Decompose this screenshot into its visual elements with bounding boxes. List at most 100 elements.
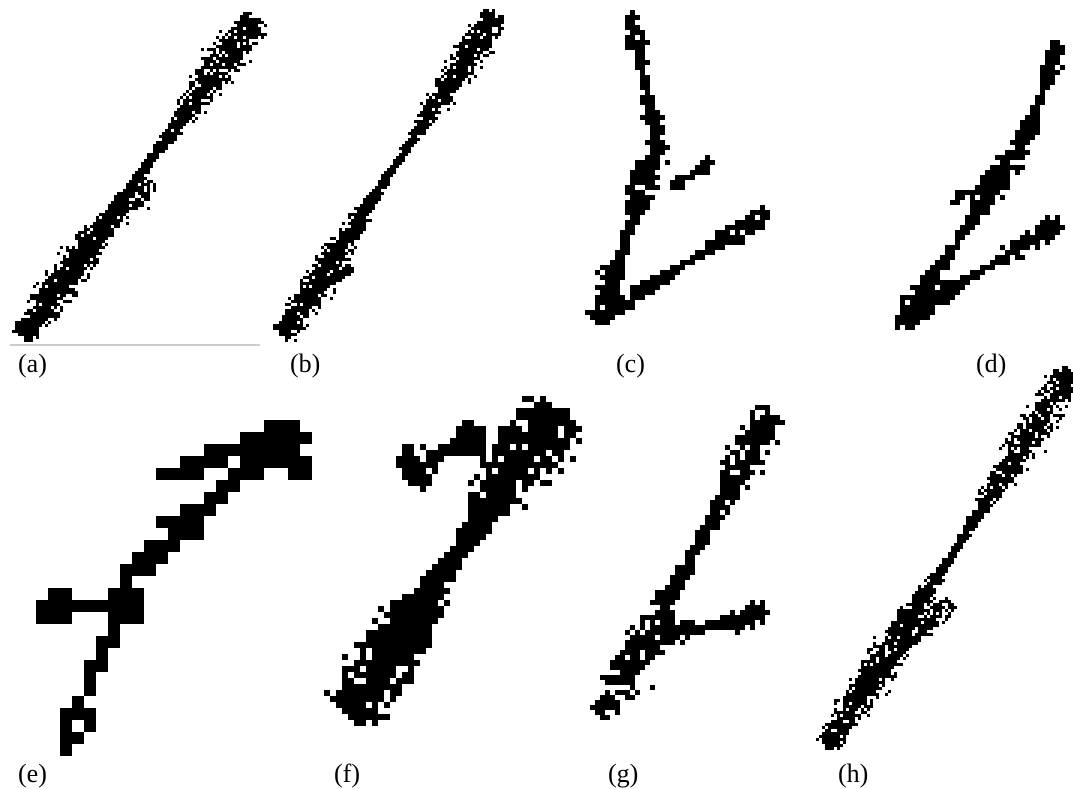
pixel (42, 294, 45, 297)
pixel (60, 267, 63, 270)
pixel (282, 321, 285, 324)
pixel (213, 48, 216, 51)
pixel (84, 249, 87, 252)
pixel (444, 90, 447, 93)
pixel (414, 135, 417, 138)
pixel (177, 114, 180, 117)
pixel (57, 279, 60, 282)
pixel (429, 111, 432, 114)
pixel (351, 222, 354, 225)
pixel (480, 33, 483, 36)
pixel (39, 309, 42, 312)
pixel (228, 63, 231, 66)
pixel (126, 198, 129, 201)
pixel (228, 75, 231, 78)
pixel (333, 270, 336, 273)
pixel (315, 255, 318, 258)
pixel (255, 42, 258, 45)
pixel (625, 40, 630, 45)
pixel (159, 141, 162, 144)
pixel (87, 243, 90, 246)
pixel (450, 99, 453, 102)
pixel (99, 234, 102, 237)
pixel (168, 129, 171, 132)
pixel (405, 147, 408, 150)
pixel (372, 195, 375, 198)
pixel (15, 321, 18, 324)
pixel (396, 162, 399, 165)
pixel (318, 300, 321, 303)
pixel (300, 327, 303, 330)
pixel (366, 195, 369, 198)
pixel (237, 69, 240, 72)
pixel (393, 168, 396, 171)
pixel (303, 288, 306, 291)
pixel (138, 168, 141, 171)
pixel (498, 24, 501, 27)
pixel (117, 213, 120, 216)
pixel (351, 213, 354, 216)
pixel (48, 321, 51, 324)
pixel (645, 60, 650, 65)
pixel (135, 177, 138, 180)
pixel (306, 270, 309, 273)
pixel (228, 78, 231, 81)
pixel (81, 270, 84, 273)
pixel (309, 294, 312, 297)
pixel (93, 225, 96, 228)
pixel (48, 282, 51, 285)
pixel (483, 42, 486, 45)
pixel (342, 222, 345, 225)
pixel (327, 276, 330, 279)
pixel (640, 80, 645, 85)
pixel (495, 21, 498, 24)
pixel (384, 171, 387, 174)
pixel (57, 273, 60, 276)
pixel (465, 57, 468, 60)
pixel (240, 48, 243, 51)
pixel (333, 264, 336, 267)
pixel (96, 228, 99, 231)
pixel (354, 234, 357, 237)
pixel (240, 54, 243, 57)
pixel (39, 321, 42, 324)
pixel (198, 108, 201, 111)
pixel (39, 324, 42, 327)
pixel (228, 45, 231, 48)
pixel (477, 54, 480, 57)
pixel (447, 102, 450, 105)
pixel (219, 66, 222, 69)
pixel (363, 207, 366, 210)
pixel (333, 237, 336, 240)
pixel (429, 114, 432, 117)
pixel (63, 261, 66, 264)
pixel (261, 36, 264, 39)
pixel (297, 297, 300, 300)
pixel (300, 309, 303, 312)
pixel (465, 39, 468, 42)
pixel (120, 219, 123, 222)
pixel (60, 285, 63, 288)
pixel (210, 75, 213, 78)
pixel (438, 90, 441, 93)
pixel (147, 165, 150, 168)
pixel (33, 321, 36, 324)
pixel (435, 96, 438, 99)
pixel (45, 294, 48, 297)
pixel (24, 336, 27, 339)
pixel (441, 90, 444, 93)
pixel (381, 177, 384, 180)
pixel (30, 309, 33, 312)
pixel (357, 234, 360, 237)
pixel (144, 165, 147, 168)
pixel (465, 48, 468, 51)
pixel (231, 45, 234, 48)
pixel (441, 87, 444, 90)
pixel (282, 324, 285, 327)
pixel (426, 123, 429, 126)
pixel (87, 228, 90, 231)
pixel (309, 306, 312, 309)
pixel (246, 33, 249, 36)
pixel (249, 18, 252, 21)
pixel (252, 36, 255, 39)
